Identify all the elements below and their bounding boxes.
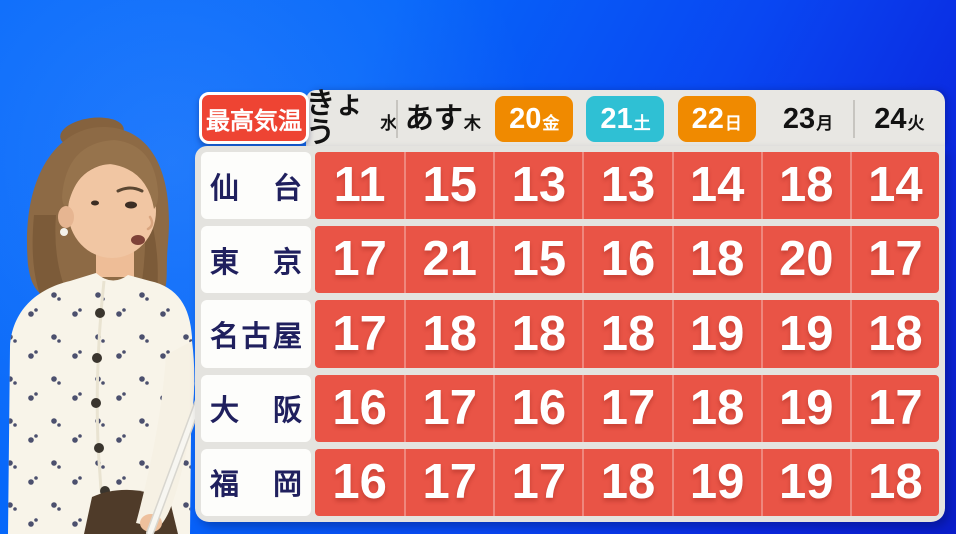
temp-value: 14 bbox=[849, 152, 939, 220]
city-label: 東京 bbox=[201, 226, 311, 294]
temp-value: 19 bbox=[671, 448, 761, 517]
presenter-eyebrow bbox=[116, 186, 144, 193]
presenter-sleeve bbox=[136, 341, 195, 528]
temp-value: 16 bbox=[332, 380, 387, 435]
day-label: きょう bbox=[306, 88, 365, 149]
temp-value: 18 bbox=[849, 300, 939, 368]
temp-value: 13 bbox=[582, 152, 671, 220]
temp-value: 18 bbox=[671, 374, 761, 442]
city-label: 名古屋 bbox=[201, 300, 311, 368]
temp-value: 15 bbox=[404, 152, 493, 220]
day-label: 20 bbox=[509, 102, 542, 135]
table-row-sendai: 仙台 11 15 13 13 14 18 14 bbox=[201, 152, 939, 220]
day-label: あす bbox=[404, 102, 463, 135]
weekday-label: 土 bbox=[633, 113, 651, 133]
weekday-label: 金 bbox=[542, 113, 560, 133]
presenter-earring bbox=[60, 228, 68, 236]
saturday-highlight-pill: 21 土 bbox=[586, 96, 665, 142]
sunday-highlight-pill: 22 日 bbox=[677, 96, 756, 142]
day-header-21-sat: 21 土 bbox=[580, 90, 671, 148]
temp-value: 18 bbox=[671, 226, 761, 294]
weekday-label: 水 bbox=[380, 113, 398, 133]
temp-value: 18 bbox=[849, 448, 939, 517]
temp-value: 17 bbox=[404, 448, 493, 517]
friday-highlight-pill: 20 金 bbox=[495, 96, 574, 142]
weekday-label: 日 bbox=[724, 113, 742, 133]
temp-value: 18 bbox=[404, 300, 493, 368]
day-header-row: きょう 水 あす 木 20 金 21 土 22 日 23 月 bbox=[306, 88, 945, 149]
temp-value: 16 bbox=[493, 374, 582, 442]
temp-cells: 16 17 17 18 19 19 18 bbox=[315, 448, 939, 517]
day-label: 21 bbox=[600, 102, 633, 135]
temp-value: 14 bbox=[671, 152, 761, 220]
weekday-label: 火 bbox=[907, 113, 925, 133]
presenter-illustration bbox=[8, 117, 216, 534]
temp-value: 17 bbox=[493, 448, 582, 517]
temp-value: 16 bbox=[582, 226, 671, 294]
temp-cells: 16 17 16 17 18 19 17 bbox=[315, 374, 939, 442]
temp-value: 17 bbox=[332, 232, 387, 287]
presenter-button bbox=[94, 443, 104, 453]
temp-value: 18 bbox=[760, 152, 850, 220]
presenter-mouth bbox=[131, 235, 145, 245]
temp-value: 19 bbox=[760, 374, 850, 442]
temp-cells: 17 18 18 18 19 19 18 bbox=[315, 300, 939, 368]
presenter-nose bbox=[146, 215, 154, 231]
day-header-20-fri: 20 金 bbox=[489, 90, 580, 148]
max-temperature-title-badge: 最高気温 bbox=[199, 92, 309, 144]
temp-cells: 11 15 13 13 14 18 14 bbox=[315, 152, 939, 220]
temp-value: 20 bbox=[760, 226, 850, 294]
temp-value: 19 bbox=[760, 300, 850, 368]
city-label: 仙台 bbox=[201, 152, 311, 220]
temp-value: 17 bbox=[332, 306, 387, 361]
presenter-button bbox=[92, 353, 102, 363]
city-label: 大阪 bbox=[201, 374, 311, 442]
temp-value: 11 bbox=[333, 158, 386, 213]
day-label: 24 bbox=[874, 102, 907, 135]
weekday-label: 木 bbox=[463, 113, 481, 133]
temp-value: 18 bbox=[493, 300, 582, 368]
presenter-ear bbox=[58, 206, 74, 228]
presenter-button bbox=[91, 398, 101, 408]
table-row-fukuoka: 福岡 16 17 17 18 19 19 18 bbox=[201, 448, 939, 517]
table-row-osaka: 大阪 16 17 16 17 18 19 17 bbox=[201, 374, 939, 442]
temp-value: 18 bbox=[582, 448, 671, 517]
temp-value: 13 bbox=[493, 152, 582, 220]
temp-value: 17 bbox=[849, 374, 939, 442]
table-row-tokyo: 東京 17 21 15 16 18 20 17 bbox=[201, 226, 939, 294]
temp-value: 15 bbox=[493, 226, 582, 294]
day-header-tomorrow: あす 木 bbox=[397, 90, 488, 148]
presenter-bangs bbox=[62, 140, 159, 209]
temp-value: 21 bbox=[404, 226, 493, 294]
temperature-table: 仙台 11 15 13 13 14 18 14 東京 17 21 15 16 1… bbox=[195, 146, 945, 522]
day-header-22-sun: 22 日 bbox=[671, 90, 762, 148]
day-header-23-mon: 23 月 bbox=[762, 90, 855, 148]
presenter-button bbox=[95, 308, 105, 318]
temp-value: 19 bbox=[760, 448, 850, 517]
table-row-nagoya: 名古屋 17 18 18 18 19 19 18 bbox=[201, 300, 939, 368]
temp-value: 17 bbox=[582, 374, 671, 442]
temp-cells: 17 21 15 16 18 20 17 bbox=[315, 226, 939, 294]
temp-value: 17 bbox=[404, 374, 493, 442]
presenter-eye bbox=[125, 201, 137, 209]
temp-value: 19 bbox=[671, 300, 761, 368]
day-header-today: きょう 水 bbox=[306, 88, 399, 149]
temp-value: 16 bbox=[332, 454, 387, 509]
day-header-24-tue: 24 火 bbox=[854, 90, 945, 148]
presenter-eye-far bbox=[91, 200, 99, 206]
temp-value: 18 bbox=[582, 300, 671, 368]
day-label: 22 bbox=[691, 102, 724, 135]
temp-value: 17 bbox=[849, 226, 939, 294]
city-label: 福岡 bbox=[201, 448, 311, 517]
weekday-label: 月 bbox=[816, 113, 834, 133]
day-label: 23 bbox=[782, 102, 816, 135]
